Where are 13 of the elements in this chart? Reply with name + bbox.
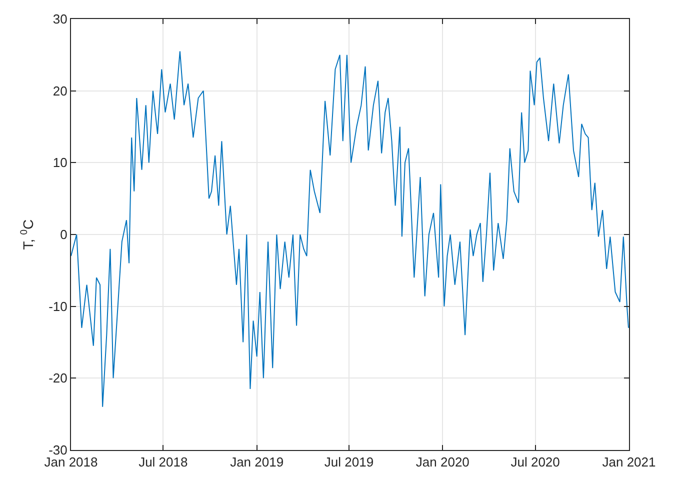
y-tick-label: 0	[60, 227, 68, 242]
y-tick-label: 30	[52, 12, 68, 27]
x-tick-label: Jan 2021	[602, 454, 656, 470]
y-tick-label: 20	[52, 83, 68, 98]
x-tick-label: Jan 2020	[416, 454, 470, 470]
x-tick-label: Jul 2019	[324, 454, 374, 470]
y-tick-label: -20	[48, 370, 68, 386]
line-series	[71, 50, 629, 408]
x-tick-label: Jul 2018	[138, 454, 188, 470]
y-tick-label: -10	[48, 298, 68, 314]
x-tick-label: Jan 2019	[230, 454, 284, 470]
y-tick-label: 10	[52, 155, 68, 170]
x-tick-label: Jul 2020	[510, 454, 560, 470]
